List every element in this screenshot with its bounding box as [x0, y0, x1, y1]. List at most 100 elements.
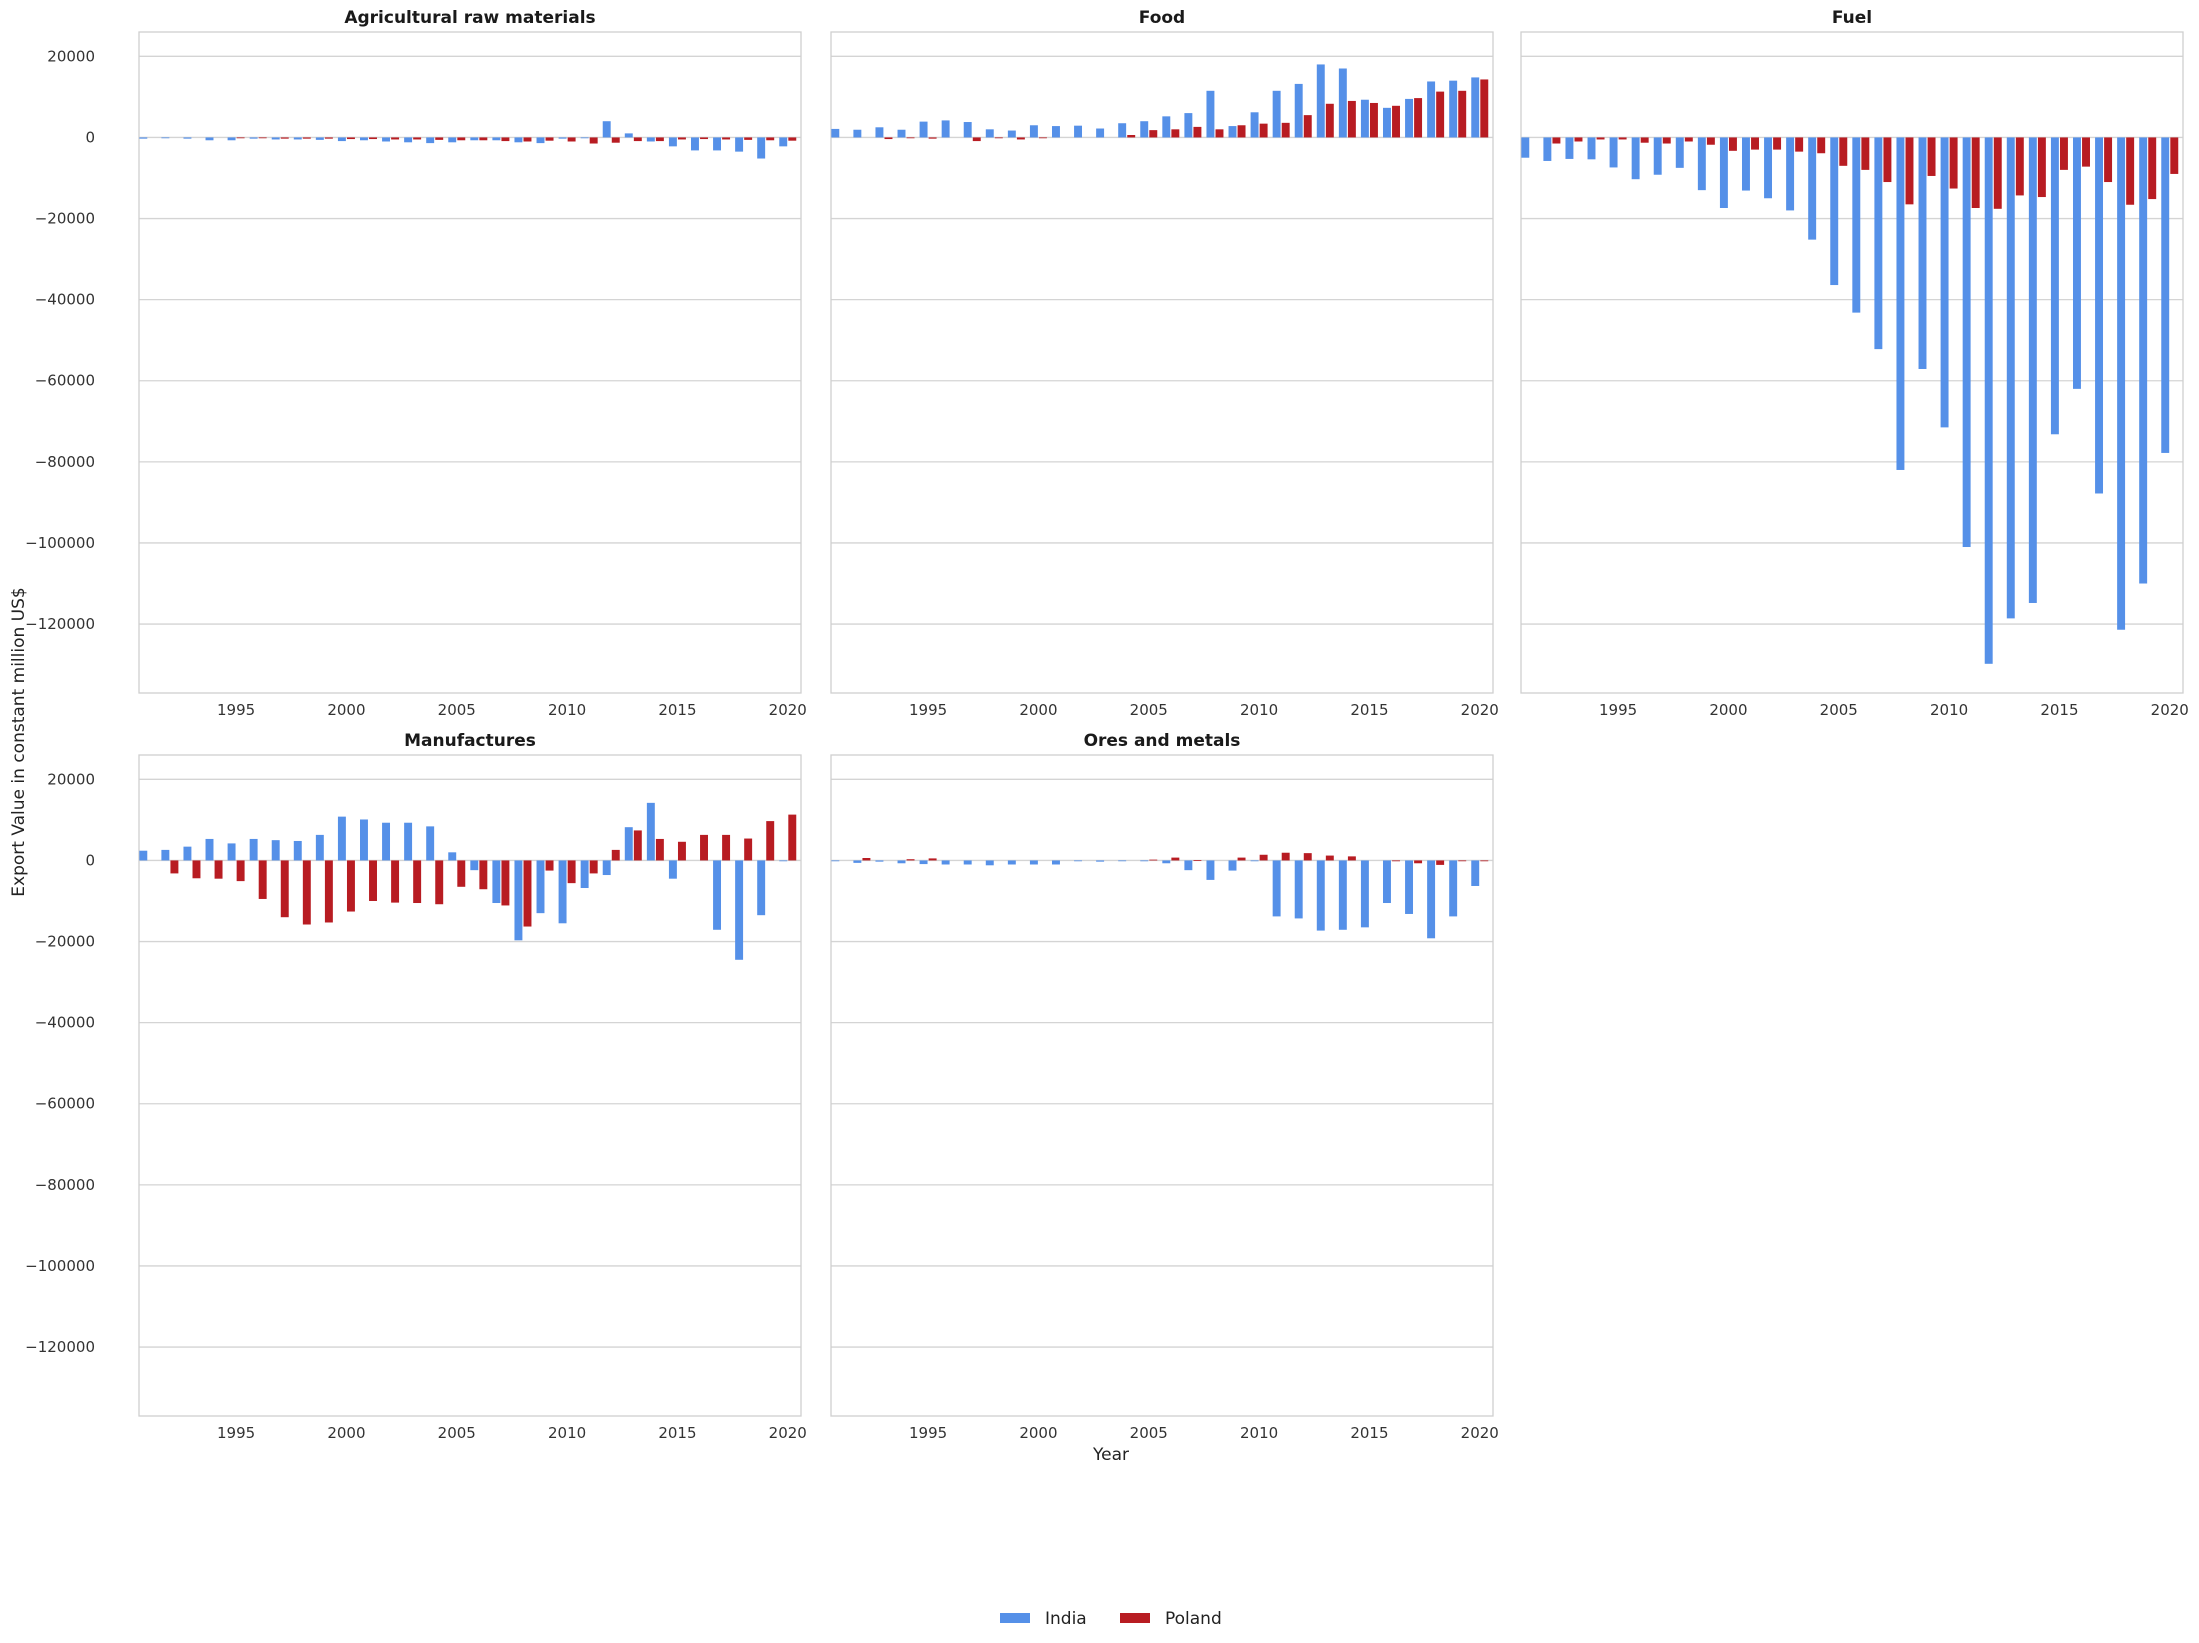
bar-poland — [1596, 137, 1605, 140]
bar-india — [426, 137, 435, 144]
bar-poland — [994, 137, 1003, 139]
x-tick-label: 2000 — [327, 701, 365, 719]
y-tick-label: 20000 — [47, 47, 95, 65]
bar-poland — [906, 137, 915, 139]
bar-india — [2072, 137, 2081, 389]
bar-poland — [2170, 137, 2179, 174]
bar-india — [1096, 128, 1105, 138]
bar-poland — [1795, 137, 1804, 152]
bar-india — [183, 846, 192, 861]
bar-poland — [1552, 137, 1561, 144]
bar-india — [492, 860, 501, 904]
bar-poland — [788, 814, 797, 861]
bar-india — [1962, 137, 1971, 548]
bar-poland — [633, 137, 642, 142]
panels: Agricultural raw materials 1995 2000 2005 20… — [25, 8, 2189, 1442]
bar-india — [941, 860, 950, 865]
bar-india — [690, 137, 699, 151]
y-tick-label: 0 — [85, 851, 95, 869]
bar-poland — [1303, 853, 1312, 861]
legend-label-india: India — [1045, 1609, 1087, 1629]
y-axis-label: Export Value in constant million US$ — [9, 587, 29, 896]
bar-poland — [1861, 137, 1870, 170]
bar-poland — [1392, 860, 1400, 862]
bar-poland — [766, 137, 775, 141]
panel-manufactures: Manufactures 1995 2000 2005 2010 2015 2020 2000… — [25, 731, 807, 1442]
bar-india — [315, 834, 324, 861]
bar-india — [1007, 130, 1016, 138]
bar-india — [205, 137, 214, 141]
bar-poland — [788, 137, 797, 141]
bar-india — [831, 860, 840, 862]
x-tick-label: 2015 — [1350, 701, 1388, 719]
bar-poland — [2037, 137, 2046, 198]
bar-poland — [928, 858, 937, 861]
bar-india — [1565, 137, 1574, 159]
x-tick-label: 2005 — [1820, 701, 1858, 719]
bar-poland — [1259, 123, 1268, 138]
bar-india — [404, 822, 413, 861]
bar-india — [183, 137, 192, 139]
y-tick-label: −100000 — [25, 1257, 95, 1275]
bar-poland — [391, 860, 400, 903]
bar-india — [271, 137, 280, 140]
bar-india — [293, 137, 302, 140]
bar-poland — [1171, 857, 1180, 861]
bar-poland — [972, 137, 981, 142]
panel-food: Food 1995 2000 2005 2010 2015 2020 — [830, 8, 1499, 719]
bar-india — [2139, 137, 2148, 584]
bar-india — [580, 137, 589, 139]
bar-poland — [2126, 137, 2135, 205]
bar-poland — [170, 860, 179, 874]
bar-india — [1918, 137, 1927, 369]
y-tick-label: −80000 — [35, 453, 95, 471]
bar-poland — [1414, 860, 1423, 864]
bar-poland — [2059, 137, 2068, 170]
bar-india — [580, 860, 589, 889]
bar-india — [875, 127, 884, 138]
bar-poland — [1127, 135, 1136, 138]
bar-india — [919, 121, 928, 138]
bar-india — [293, 840, 302, 861]
bar-india — [2161, 137, 2170, 453]
bar-india — [271, 840, 280, 861]
y-tick-label: −20000 — [35, 210, 95, 228]
bar-poland — [611, 137, 620, 143]
bar-india — [1162, 116, 1171, 138]
bar-poland — [1369, 102, 1378, 138]
bar-india — [426, 826, 435, 861]
bar-poland — [1436, 91, 1445, 138]
bar-poland — [744, 137, 753, 140]
legend-item-india: India — [1000, 1609, 1087, 1629]
bar-india — [492, 137, 501, 141]
bar-poland — [1281, 122, 1290, 138]
bar-poland — [1171, 129, 1180, 138]
bar-india — [470, 860, 479, 871]
bar-india — [448, 137, 457, 143]
bar-poland — [545, 137, 554, 141]
bar-poland — [1480, 79, 1489, 138]
bar-poland — [523, 860, 532, 927]
bar-india — [1184, 113, 1193, 138]
bar-india — [1786, 137, 1795, 211]
bar-india — [1719, 137, 1728, 208]
bar-poland — [192, 860, 201, 879]
panel-title: Ores and metals — [1084, 731, 1241, 751]
bar-india — [853, 129, 862, 138]
bar-india — [2117, 137, 2126, 630]
bar-india — [139, 137, 148, 139]
bar-india — [1162, 860, 1171, 864]
bar-india — [1140, 860, 1149, 862]
bar-india — [404, 137, 413, 143]
bar-india — [205, 838, 214, 861]
bar-india — [1074, 125, 1083, 138]
bar-poland — [479, 137, 488, 141]
bar-india — [941, 120, 950, 138]
bar-india — [249, 838, 258, 861]
bar-india — [1741, 137, 1750, 191]
bar-india — [249, 137, 258, 139]
bar-india — [2095, 137, 2104, 494]
x-tick-label: 2000 — [1019, 1424, 1057, 1442]
bar-india — [1631, 137, 1640, 180]
x-tick-label: 1995 — [217, 1424, 255, 1442]
